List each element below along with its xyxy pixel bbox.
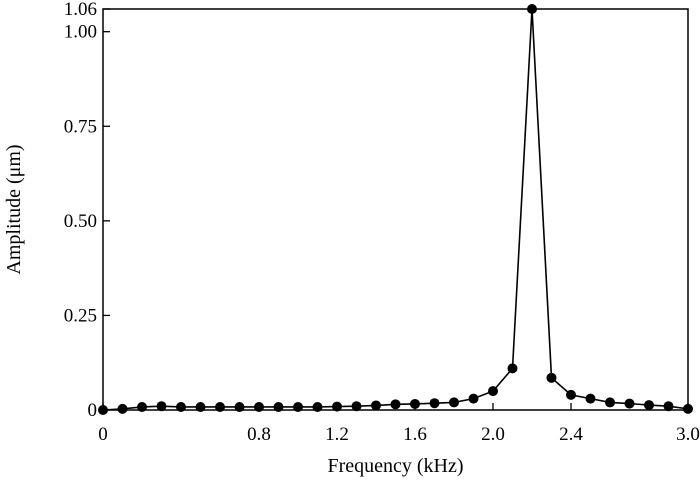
data-point <box>585 393 596 404</box>
y-axis-ticks: 0 0.25 0.50 0.75 1.001.06 <box>64 0 110 421</box>
data-point <box>624 398 635 409</box>
data-point <box>195 401 206 412</box>
x-tick-label: 2.0 <box>481 424 505 445</box>
data-point <box>449 397 459 408</box>
x-tick-label: 0 <box>98 424 108 445</box>
y-axis-label: Amplitude (μm) <box>3 144 25 274</box>
x-axis-ticks: 0 0.8 1.2 1.6 2.0 2.4 3.0 <box>98 403 700 445</box>
x-tick-label: 2.4 <box>559 424 583 445</box>
data-point <box>234 401 245 412</box>
x-tick-label: 1.2 <box>325 424 349 445</box>
data-point <box>254 401 264 412</box>
data-point <box>507 363 518 374</box>
data-point <box>312 401 323 412</box>
data-point <box>546 372 557 383</box>
data-point <box>390 399 401 410</box>
data-point <box>683 403 693 414</box>
y-tick-label: 0.50 <box>64 211 97 232</box>
data-point <box>117 403 128 414</box>
data-point <box>566 389 576 400</box>
data-point <box>410 398 420 409</box>
data-point <box>371 400 381 411</box>
series-line <box>102 8 689 411</box>
data-point <box>176 401 186 412</box>
y-tick-label: 0.25 <box>64 305 97 326</box>
data-point <box>137 401 147 412</box>
y-tick-label: 1.06 <box>64 0 97 20</box>
plot-frame <box>102 8 689 411</box>
data-point <box>644 400 654 411</box>
data-point <box>215 401 225 412</box>
data-point <box>156 401 167 412</box>
data-point <box>468 393 479 404</box>
data-point <box>293 401 303 412</box>
data-point <box>98 405 108 415</box>
y-tick-label: 1.00 <box>64 22 97 43</box>
data-point <box>332 401 342 412</box>
data-point <box>527 4 537 14</box>
data-point <box>273 401 284 412</box>
x-tick-label: 0.8 <box>247 424 271 445</box>
x-tick-label: 3.0 <box>676 424 700 445</box>
data-point <box>663 401 674 412</box>
series-layer <box>98 4 693 415</box>
data-point <box>488 386 498 397</box>
y-tick-label: 0.75 <box>64 116 97 137</box>
data-point <box>429 398 440 409</box>
x-tick-label: 1.6 <box>403 424 427 445</box>
x-axis-label: Frequency (kHz) <box>327 455 463 477</box>
data-point <box>605 397 615 408</box>
y-tick-label: 0 <box>88 400 98 421</box>
data-point <box>351 401 362 412</box>
